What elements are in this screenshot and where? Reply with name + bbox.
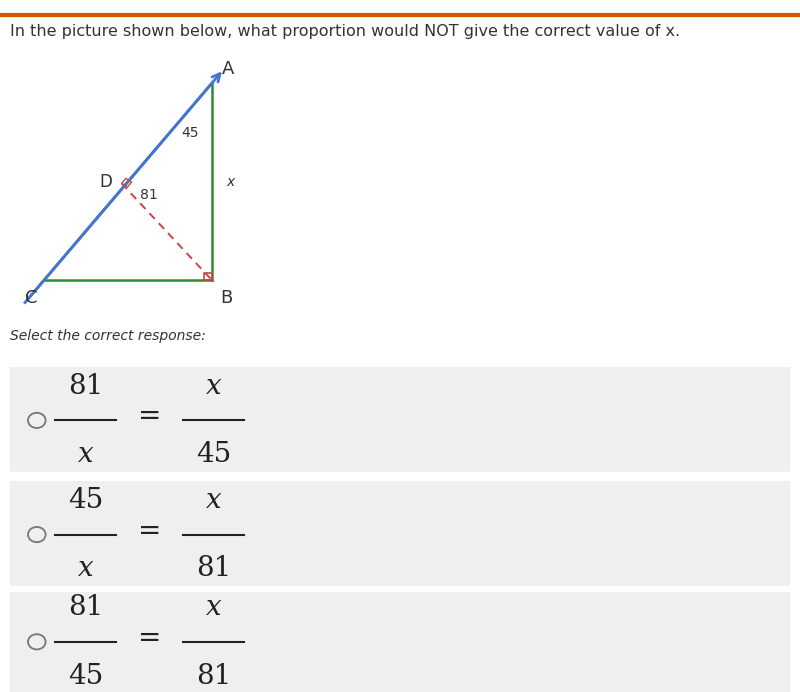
Text: x: x xyxy=(78,555,94,583)
Text: B: B xyxy=(220,289,232,307)
Text: 81: 81 xyxy=(196,555,231,583)
Text: =: = xyxy=(138,518,162,545)
Text: x: x xyxy=(206,594,222,621)
Text: 81: 81 xyxy=(196,663,231,690)
FancyBboxPatch shape xyxy=(10,481,790,588)
FancyBboxPatch shape xyxy=(10,367,790,474)
Text: 45: 45 xyxy=(196,441,231,468)
Text: 81: 81 xyxy=(140,188,158,202)
Text: =: = xyxy=(138,403,162,430)
Text: x: x xyxy=(206,486,222,513)
Text: 45: 45 xyxy=(68,486,103,513)
Text: C: C xyxy=(25,289,38,307)
Text: =: = xyxy=(138,625,162,652)
Text: x: x xyxy=(78,441,94,468)
Text: In the picture shown below, what proportion would NOT give the correct value of : In the picture shown below, what proport… xyxy=(10,24,680,39)
Text: 81: 81 xyxy=(68,594,103,621)
Text: A: A xyxy=(222,60,234,78)
Text: 81: 81 xyxy=(68,372,103,400)
FancyBboxPatch shape xyxy=(10,592,790,692)
Text: Select the correct response:: Select the correct response: xyxy=(10,329,206,343)
Text: x: x xyxy=(206,372,222,400)
Text: 45: 45 xyxy=(68,663,103,690)
Text: x: x xyxy=(226,174,234,189)
Text: D: D xyxy=(99,173,112,191)
Text: 45: 45 xyxy=(181,125,198,140)
